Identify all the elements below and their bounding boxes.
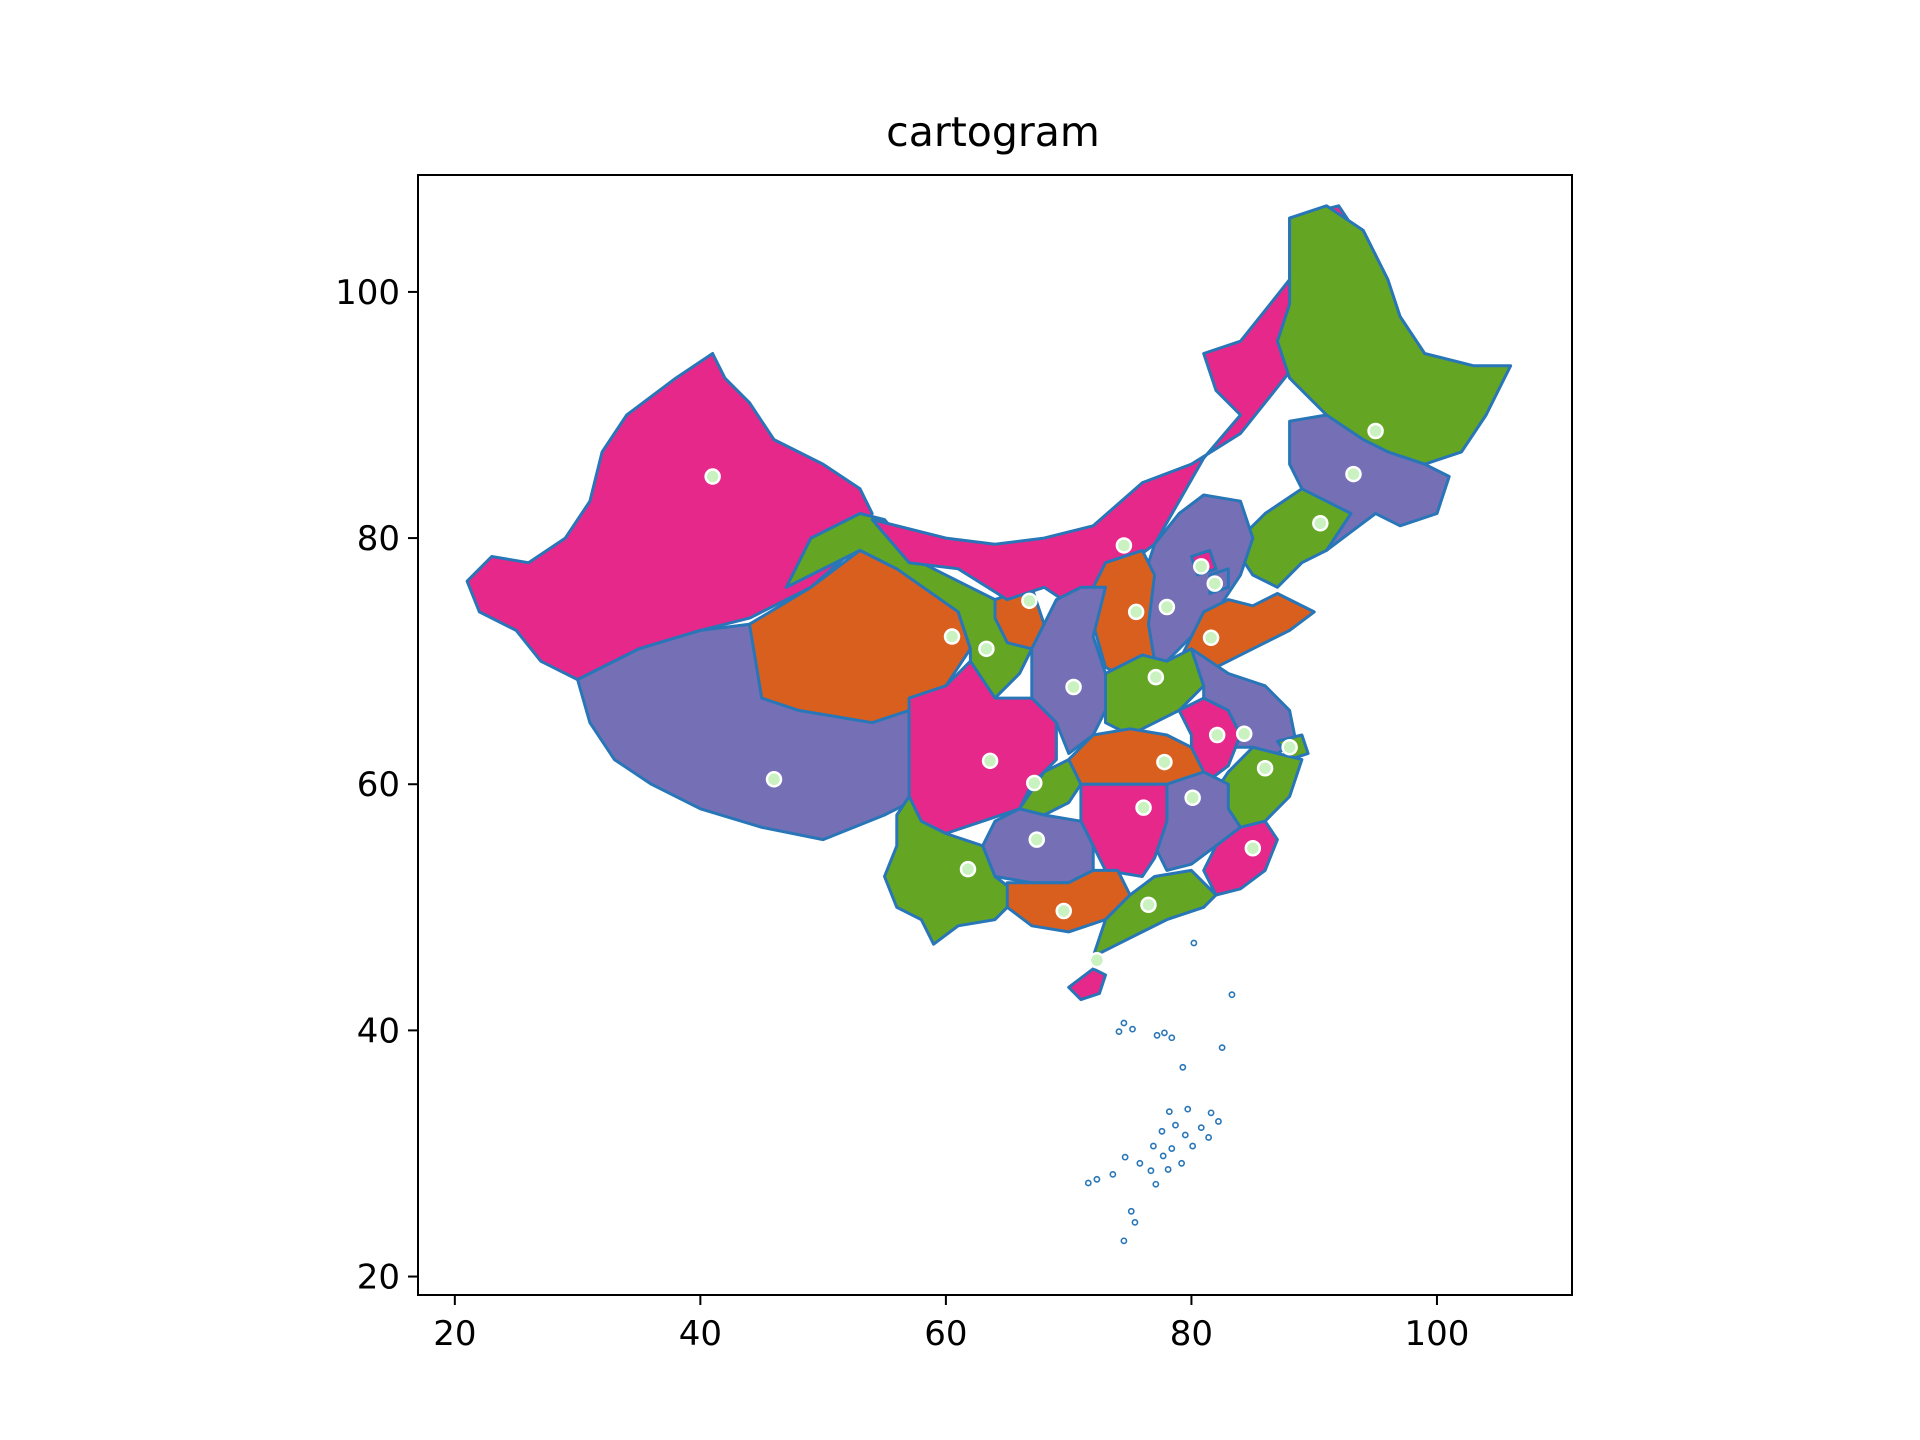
regions-layer <box>465 204 1513 1002</box>
island-marker <box>1190 939 1198 947</box>
y-tick-label: 80 <box>357 519 400 559</box>
centroid-point <box>1235 725 1253 743</box>
island-marker <box>1184 1105 1192 1113</box>
centroid-point <box>1202 629 1220 647</box>
island-marker <box>1158 1127 1166 1135</box>
region-yunnan <box>883 795 1022 946</box>
island-marker <box>1168 1145 1176 1152</box>
centroid-point <box>1156 753 1173 771</box>
island-marker <box>1179 1063 1187 1071</box>
island-marker <box>1120 1019 1128 1027</box>
island-marker <box>1207 1109 1215 1117</box>
y-axis: 20 40 60 80 100 <box>335 273 418 1298</box>
centroid-point <box>1127 603 1145 621</box>
island-marker <box>1129 1025 1136 1033</box>
centroid-point <box>1192 558 1210 575</box>
island-marker <box>1152 1180 1160 1188</box>
centroid-point <box>1367 422 1384 440</box>
region-shandong <box>1177 592 1316 669</box>
island-marker <box>1189 1142 1197 1150</box>
centroid-point <box>1135 799 1152 816</box>
y-tick-label: 40 <box>357 1011 400 1051</box>
centroid-point <box>1026 774 1043 792</box>
island-marker <box>1120 1237 1128 1245</box>
island-marker <box>1161 1029 1168 1037</box>
x-axis: 20 40 60 80 100 <box>433 1295 1469 1354</box>
island-marker <box>1084 1179 1092 1187</box>
centroid-point <box>1065 678 1082 696</box>
island-marker <box>1131 1218 1139 1226</box>
centroid-point <box>704 468 721 485</box>
x-tick-label: 100 <box>1405 1314 1470 1354</box>
x-tick-label: 60 <box>924 1314 967 1354</box>
island-marker <box>1109 1170 1117 1178</box>
axes-frame <box>417 174 1573 1296</box>
y-tick-label: 100 <box>335 273 400 313</box>
centroid-point <box>1184 789 1201 807</box>
y-tick-label: 60 <box>357 765 400 805</box>
island-marker <box>1149 1142 1157 1150</box>
island-marker <box>1147 1167 1155 1175</box>
centroid-point <box>1312 515 1329 532</box>
centroid-point <box>1256 759 1274 777</box>
island-marker <box>1165 1108 1173 1116</box>
islands-layer <box>1084 939 1236 1245</box>
island-marker <box>1115 1028 1123 1036</box>
region-henan <box>1104 647 1206 737</box>
chart-title: cartogram <box>886 108 1100 156</box>
centroid-point <box>1088 951 1106 969</box>
centroid-point <box>1021 592 1038 610</box>
island-marker <box>1168 1034 1176 1042</box>
island-marker <box>1181 1131 1189 1139</box>
island-marker <box>1127 1207 1135 1215</box>
region-guangdong <box>1091 868 1218 958</box>
centroid-point <box>1140 896 1157 914</box>
island-marker <box>1136 1159 1144 1167</box>
region-liaoning <box>1239 487 1353 589</box>
x-tick-label: 20 <box>433 1314 476 1354</box>
island-marker <box>1153 1031 1161 1039</box>
island-marker <box>1197 1124 1205 1132</box>
island-marker <box>1205 1134 1213 1141</box>
centroid-point <box>1281 739 1298 756</box>
centroid-point <box>1147 668 1165 686</box>
centroid-point <box>1244 839 1262 857</box>
island-marker <box>1121 1153 1129 1161</box>
x-tick-label: 80 <box>1170 1314 1213 1354</box>
island-marker <box>1228 991 1236 999</box>
island-marker <box>1178 1159 1186 1167</box>
region-heilongjiang <box>1275 204 1513 466</box>
y-tick-label: 20 <box>357 1258 400 1298</box>
x-tick-label: 40 <box>679 1314 722 1354</box>
centroid-point <box>1115 537 1133 554</box>
centroid-point <box>1158 598 1176 616</box>
centroid-point <box>981 752 999 770</box>
centroid-point <box>1028 831 1045 848</box>
island-marker <box>1218 1044 1226 1052</box>
centroid-point <box>943 628 961 645</box>
centroid-point <box>1206 575 1224 592</box>
region-fujian <box>1202 819 1279 897</box>
centroid-point <box>1055 902 1072 920</box>
centroid-point <box>959 860 977 878</box>
island-marker <box>1164 1166 1172 1173</box>
island-marker <box>1159 1152 1167 1160</box>
centroid-point <box>1345 465 1362 483</box>
centroid-point <box>978 640 995 658</box>
island-marker <box>1093 1175 1101 1183</box>
island-marker <box>1215 1118 1222 1125</box>
centroids-layer <box>704 422 1384 969</box>
centroid-point <box>765 771 783 788</box>
centroid-point <box>1208 726 1226 744</box>
island-marker <box>1172 1121 1179 1129</box>
region-hainan <box>1067 967 1107 1002</box>
